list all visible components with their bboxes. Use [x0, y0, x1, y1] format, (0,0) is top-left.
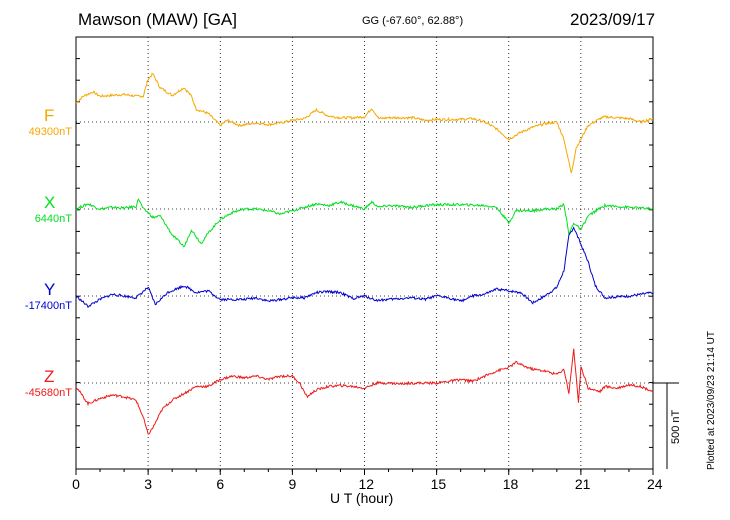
series-name-X: X — [44, 193, 56, 212]
series-name-Z: Z — [44, 367, 55, 386]
x-tick-label-3: 3 — [144, 476, 153, 492]
baseline-label-X: 6440nT — [34, 213, 72, 225]
station-title: Mawson (MAW) [GA] — [78, 10, 237, 29]
x-axis-title: U T (hour) — [330, 490, 394, 506]
x-tick-label-18: 18 — [502, 476, 519, 492]
grid-lines — [147, 37, 582, 469]
x-tick-label-9: 9 — [288, 476, 297, 492]
series-line-Y — [75, 226, 654, 308]
series-line-X — [75, 198, 654, 248]
baseline-label-F: 49300nT — [28, 126, 72, 138]
baseline-label-Z: -45680nT — [24, 387, 72, 399]
series-name-F: F — [44, 106, 55, 125]
series-name-Y: Y — [44, 280, 56, 299]
series-line-Z — [75, 348, 654, 435]
x-tick-label-0: 0 — [72, 476, 80, 492]
x-tick-label-6: 6 — [216, 476, 225, 492]
coordinates-label: GG (-67.60°, 62.88°) — [362, 15, 464, 27]
x-tick-label-12: 12 — [358, 476, 375, 492]
scale-bar-label: 500 nT — [670, 409, 682, 444]
series-lines — [75, 72, 654, 435]
x-tick-label-24: 24 — [647, 476, 663, 492]
scale-bar — [653, 382, 679, 469]
date-label: 2023/09/17 — [570, 10, 656, 29]
axis-ticks — [75, 36, 654, 475]
series-line-F — [75, 72, 654, 174]
x-tick-label-15: 15 — [430, 476, 447, 492]
baseline-label-Y: -17400nT — [24, 300, 72, 312]
x-tick-label-21: 21 — [574, 476, 591, 492]
plotted-note: Plotted at 2023/09/23 21:14 UT — [706, 331, 717, 470]
